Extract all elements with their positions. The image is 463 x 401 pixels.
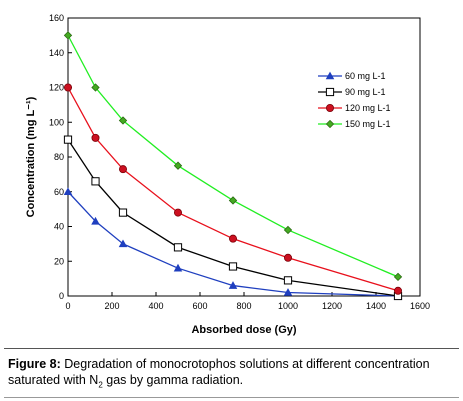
data-point-square xyxy=(283,276,293,285)
data-point-square xyxy=(173,243,183,252)
y-tick-label: 80 xyxy=(54,152,64,162)
data-point-circle xyxy=(283,253,292,262)
caption-label: Figure 8: xyxy=(8,357,61,371)
y-tick-label: 140 xyxy=(49,48,64,58)
y-tick-label: 60 xyxy=(54,187,64,197)
data-point-triangle xyxy=(173,263,183,272)
legend-label: 90 mg L-1 xyxy=(345,87,386,97)
caption-text-1: Degradation of monocrotophos solutions a… xyxy=(8,357,430,387)
caption-subscript: 2 xyxy=(98,380,103,390)
data-point-triangle xyxy=(325,71,335,80)
data-point-circle xyxy=(173,208,182,217)
x-tick-label: 1000 xyxy=(278,301,298,311)
data-point-diamond xyxy=(228,196,238,205)
y-tick-label: 100 xyxy=(49,117,64,127)
x-tick-label: 800 xyxy=(236,301,251,311)
data-point-circle xyxy=(393,286,402,295)
data-point-diamond xyxy=(283,225,293,235)
data-point-diamond xyxy=(63,31,73,40)
data-point-triangle xyxy=(283,288,293,296)
series-line xyxy=(67,191,399,297)
data-point-triangle xyxy=(63,187,73,196)
y-tick-label: 0 xyxy=(59,291,64,301)
data-point-circle xyxy=(119,165,128,174)
plot-frame xyxy=(67,17,421,297)
data-point-circle xyxy=(228,234,237,243)
data-point-circle xyxy=(91,133,100,142)
data-point-triangle xyxy=(228,281,238,289)
x-tick-label: 200 xyxy=(104,301,119,311)
series-circle xyxy=(64,83,402,295)
y-tick-label: 40 xyxy=(54,222,64,232)
data-point-diamond xyxy=(118,116,128,125)
data-point-diamond xyxy=(173,161,183,170)
y-tick-label: 20 xyxy=(54,256,64,266)
x-tick-label: 1200 xyxy=(322,301,342,311)
x-axis-title: Absorbed dose (Gy) xyxy=(191,324,296,336)
data-point-diamond xyxy=(91,83,100,92)
data-point-square xyxy=(325,87,335,97)
series-triangle xyxy=(63,187,403,300)
y-axis-title: Concentration (mg L⁻¹) xyxy=(25,96,37,217)
data-point-square xyxy=(118,208,128,217)
series-diamond xyxy=(63,31,403,282)
legend-label: 120 mg L-1 xyxy=(345,103,391,113)
data-point-triangle xyxy=(91,216,100,225)
series-line xyxy=(67,87,399,292)
x-tick-label: 0 xyxy=(65,301,70,311)
y-tick-label: 160 xyxy=(49,13,64,23)
x-tick-label: 400 xyxy=(148,301,163,311)
caption-separator xyxy=(4,348,459,349)
data-point-square xyxy=(91,177,100,186)
x-tick-label: 1600 xyxy=(410,301,430,311)
legend-label: 150 mg L-1 xyxy=(345,119,391,129)
figure-caption: Figure 8: Degradation of monocrotophos s… xyxy=(8,356,458,394)
data-point-diamond xyxy=(325,119,335,129)
data-point-diamond xyxy=(393,272,403,282)
data-point-circle xyxy=(64,83,73,92)
legend: 60 mg L-1 90 mg L-1 120 mg L-1 150 mg L-1 xyxy=(318,71,391,129)
x-tick-label: 1400 xyxy=(366,301,386,311)
data-point-circle xyxy=(325,104,334,113)
legend-label: 60 mg L-1 xyxy=(345,71,386,81)
y-tick-label: 120 xyxy=(49,83,64,93)
data-point-square xyxy=(228,262,238,271)
data-point-triangle xyxy=(118,239,128,248)
data-point-square xyxy=(63,135,73,144)
x-tick-label: 600 xyxy=(192,301,207,311)
caption-text-2: gas by gamma radiation. xyxy=(102,373,244,387)
bottom-rule xyxy=(4,397,459,398)
series-square xyxy=(63,135,403,301)
